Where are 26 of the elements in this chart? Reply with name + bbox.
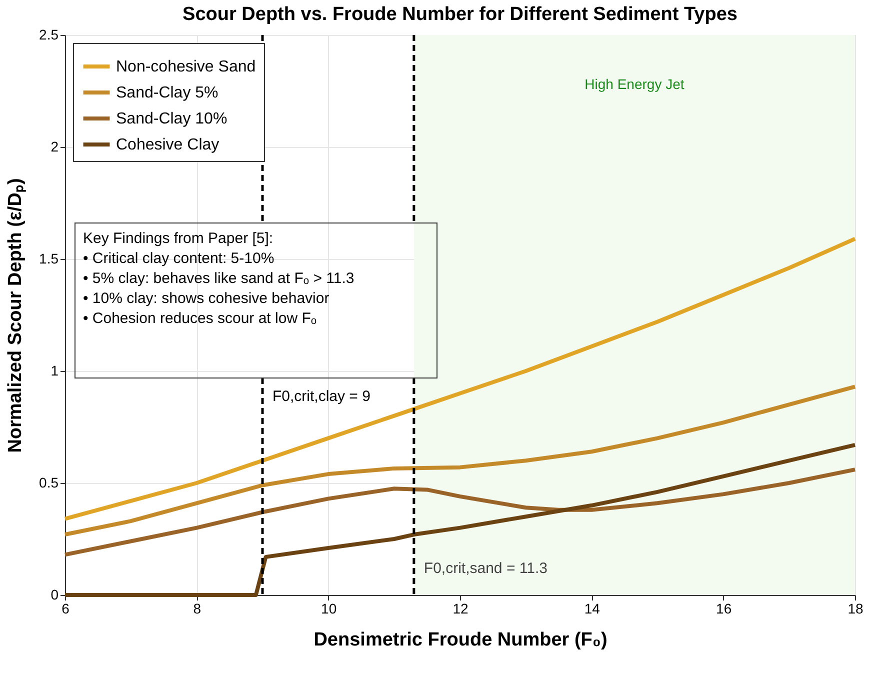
x-tick-label: 12 xyxy=(452,600,468,616)
x-tick-label: 6 xyxy=(62,600,70,616)
chart-title: Scour Depth vs. Froude Number for Different Sediment Types xyxy=(182,4,738,25)
legend-label: Sand-Clay 10% xyxy=(116,110,228,128)
y-tick-label: 2.5 xyxy=(39,26,59,42)
band-label: High Energy Jet xyxy=(584,76,684,92)
ref-line-label: F0,crit,sand = 11.3 xyxy=(424,560,548,578)
x-tick-label: 18 xyxy=(848,600,864,616)
x-tick-label: 16 xyxy=(716,600,732,616)
x-axis-title: Densimetric Froude Number (F₀) xyxy=(314,630,608,650)
legend-label: Non-cohesive Sand xyxy=(116,58,256,76)
y-tick-label: 1.5 xyxy=(39,250,59,266)
x-tick-label: 10 xyxy=(321,600,337,616)
annotation: Key Findings from Paper [5]: • Critical clay content: 5-10% • 5% clay: behaves like sand at Fₒ > 11.3 • 10% clay: shows cohesive behavior • Cohesion reduces scour at low Fₒ xyxy=(83,230,354,327)
x-tick-label: 14 xyxy=(584,600,600,616)
x-tick-label: 8 xyxy=(193,600,202,616)
y-tick-label: 0.5 xyxy=(39,474,59,490)
y-tick-label: 2 xyxy=(50,138,59,154)
line-series xyxy=(63,384,857,537)
line-series xyxy=(63,468,857,557)
y-axis-title: Normalized Scour Depth (ε/Dₚ) xyxy=(5,178,26,453)
y-tick-label: 0 xyxy=(50,586,59,602)
ref-line-label: F0,crit,clay = 9 xyxy=(272,388,370,405)
legend-label: Sand-Clay 5% xyxy=(116,84,218,102)
y-tick-label: 1 xyxy=(50,362,59,378)
legend-label: Cohesive Clay xyxy=(116,136,220,154)
